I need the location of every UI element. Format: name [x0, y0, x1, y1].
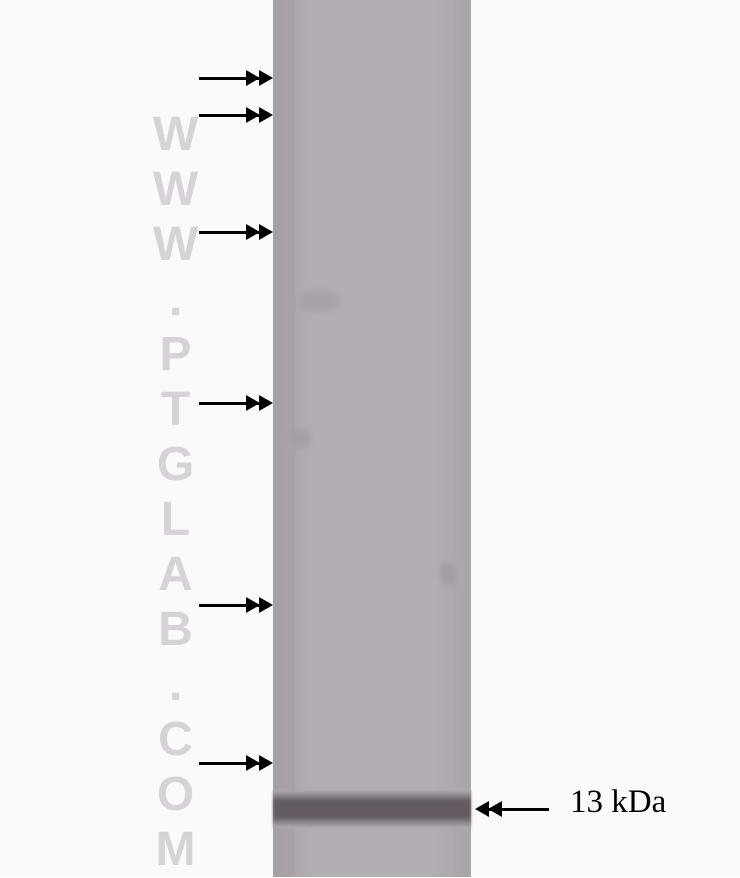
sample-arrow: [489, 808, 549, 811]
marker-arrow: [199, 402, 259, 405]
marker-arrow: [199, 77, 259, 80]
faint-spot: [300, 290, 340, 312]
sample-label: 13 kDa: [570, 784, 666, 821]
marker-arrow: [199, 604, 259, 607]
marker-arrow: [199, 114, 259, 117]
faint-spot: [440, 563, 456, 585]
faint-spot: [292, 430, 310, 448]
marker-arrow: [199, 762, 259, 765]
protein-band: [273, 790, 471, 828]
lane-shade-right: [453, 0, 471, 877]
marker-arrow: [199, 231, 259, 234]
